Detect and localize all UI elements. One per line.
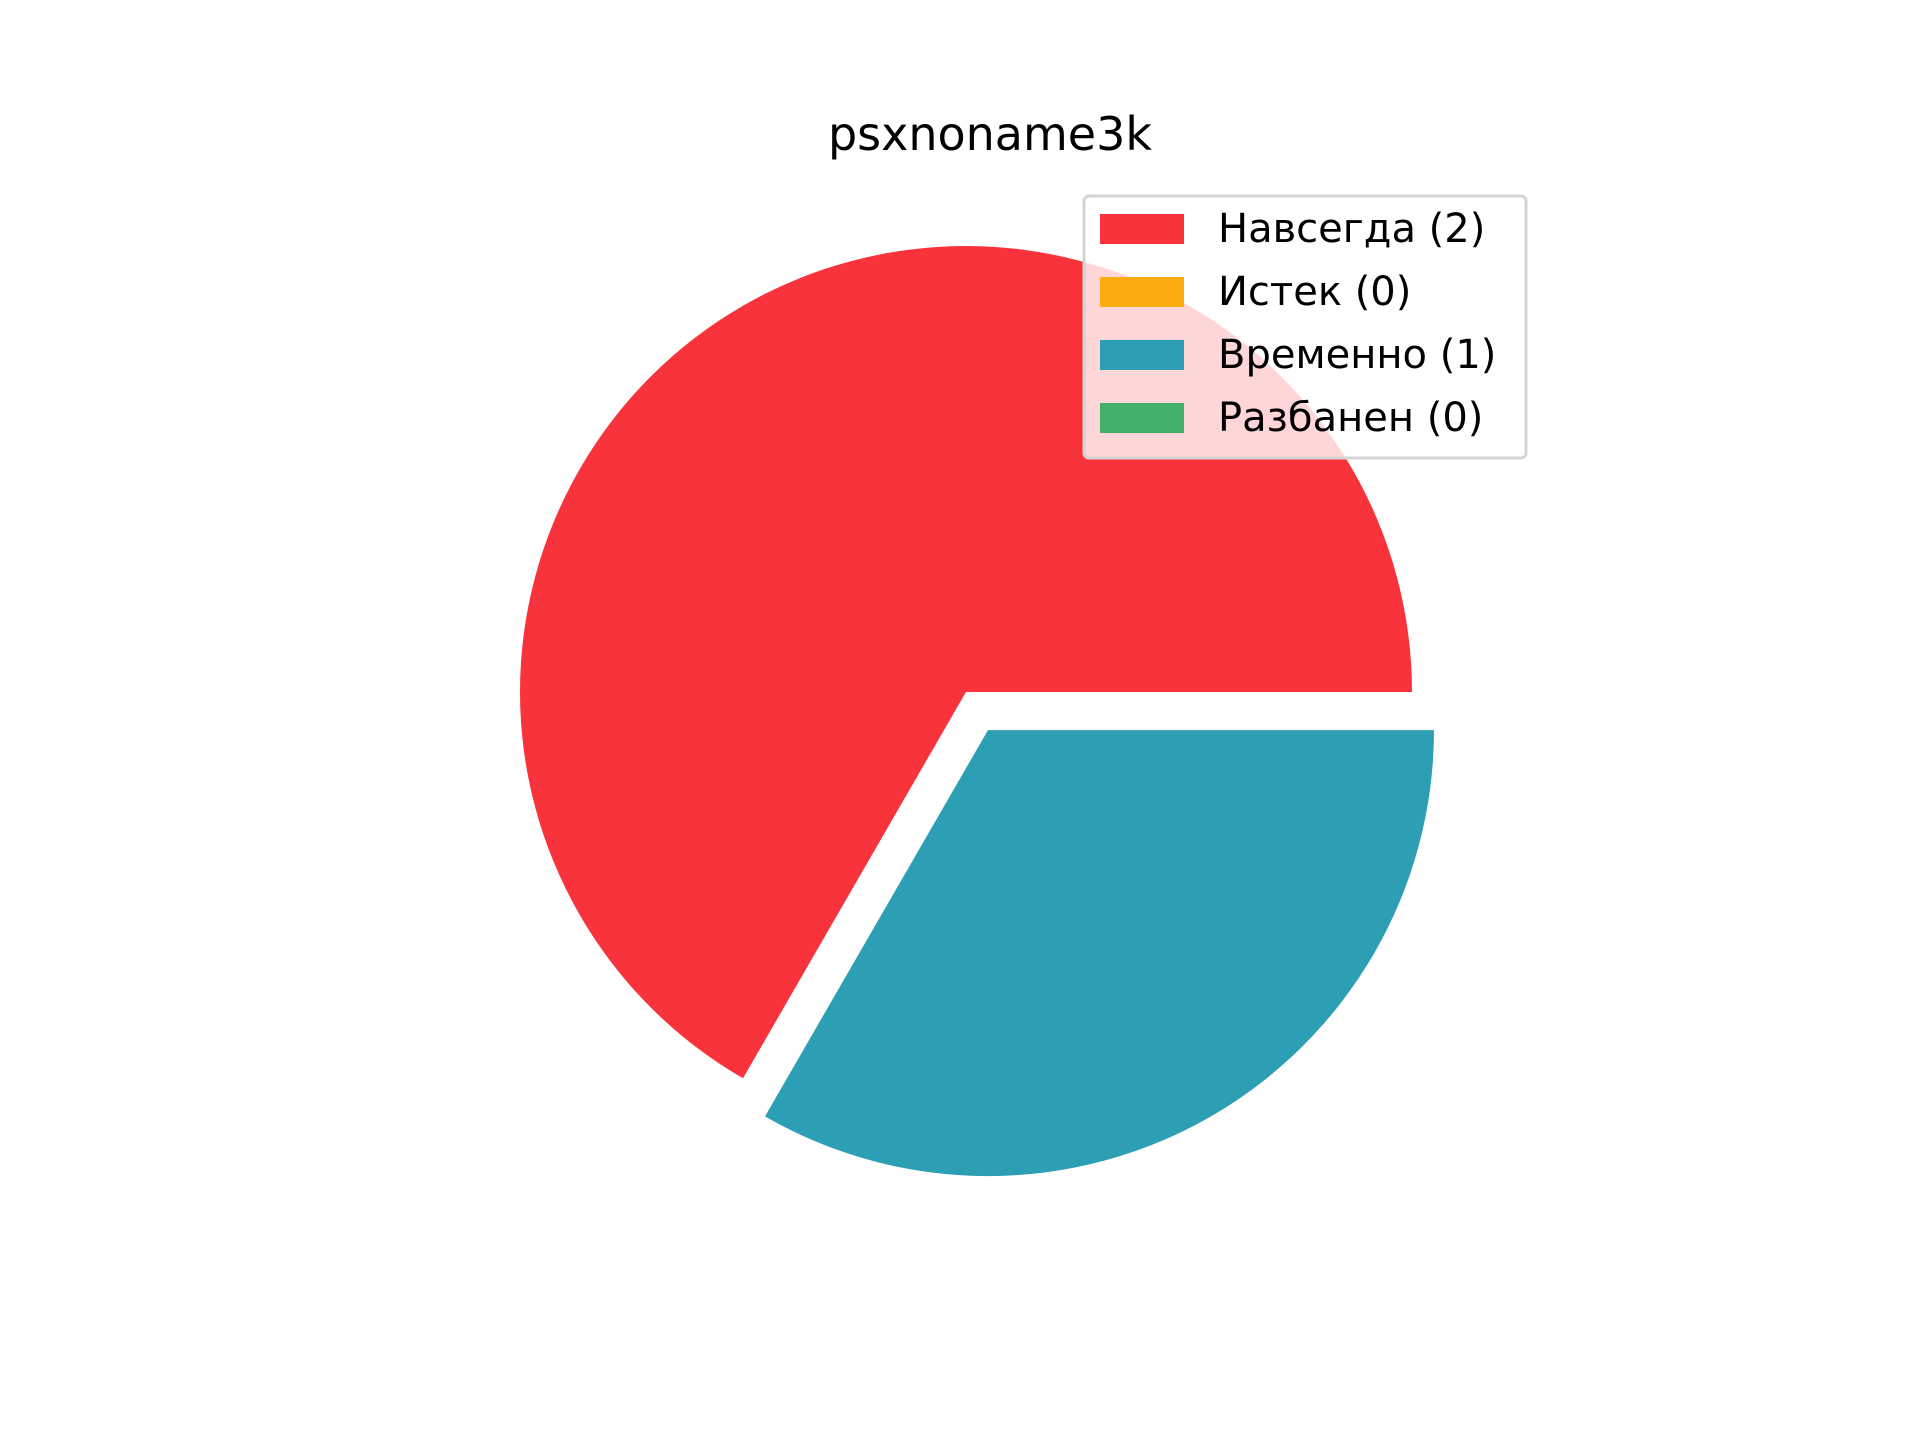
legend-label-4: Разбанен (0) xyxy=(1218,395,1483,441)
legend: Навсегда (2) Истек (0) Временно (1) Разбане… xyxy=(1082,194,1528,460)
legend-swatch-4 xyxy=(1100,403,1184,433)
legend-items: Навсегда (2) Истек (0) Временно (1) Разбане… xyxy=(1100,206,1496,441)
legend-label-1: Навсегда (2) xyxy=(1218,206,1485,252)
chart-title: psxnoname3k xyxy=(828,107,1152,161)
pie-slice-3 xyxy=(765,730,1434,1177)
legend-swatch-2 xyxy=(1100,277,1184,307)
legend-label-2: Истек (0) xyxy=(1218,269,1411,315)
legend-swatch-1 xyxy=(1100,214,1184,244)
legend-label-3: Временно (1) xyxy=(1218,332,1496,378)
legend-frame xyxy=(1082,194,1528,460)
legend-swatch-3 xyxy=(1100,340,1184,370)
